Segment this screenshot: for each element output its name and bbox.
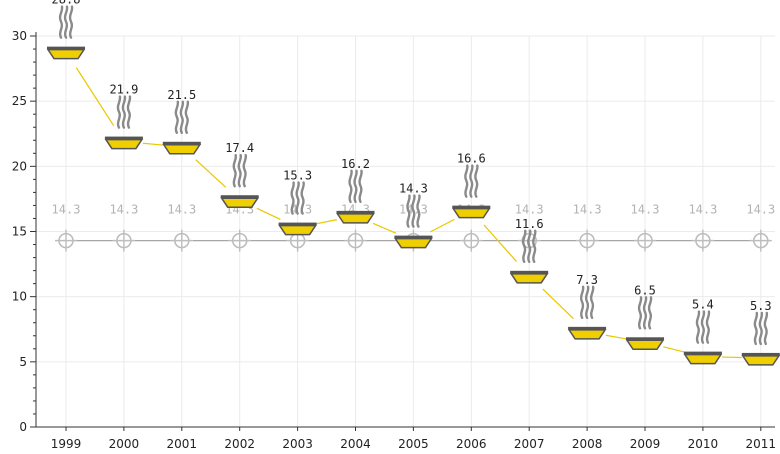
average-data-label: 14.3 — [631, 203, 660, 217]
main-line-segment — [316, 219, 337, 225]
steaming-bowl-icon — [451, 164, 492, 219]
x-axis-ticks: 1999 2000 2001 2002 2003 2004 2005 2006 2007 2008… — [51, 427, 776, 451]
average-data-label: 14.3 — [167, 203, 196, 217]
main-line-segment — [542, 288, 574, 320]
y-tick-label: 20 — [12, 159, 27, 173]
y-tick-label: 30 — [12, 29, 27, 43]
y-tick-label: 15 — [12, 225, 27, 239]
data-label: 14.3 — [399, 182, 428, 196]
data-label: 16.6 — [457, 152, 486, 166]
main-line-segment — [605, 334, 627, 340]
data-label: 6.5 — [634, 283, 656, 297]
average-data-label: 14.3 — [688, 203, 717, 217]
x-tick-label: 2000 — [109, 437, 140, 451]
data-label: 17.4 — [225, 141, 254, 155]
x-tick-label: 2003 — [282, 437, 313, 451]
x-tick-label: 2001 — [167, 437, 198, 451]
main-line-segment — [142, 142, 163, 146]
data-label: 7.3 — [576, 273, 598, 287]
main-line-segment — [429, 218, 455, 233]
steaming-bowl-icon — [219, 154, 260, 209]
y-axis-ticks: 0 5 10 15 20 25 30 — [12, 29, 36, 434]
steaming-bowl-icon — [509, 229, 550, 285]
x-tick-label: 2011 — [746, 437, 777, 451]
main-line-segment — [195, 159, 227, 188]
data-label: 16.2 — [341, 157, 370, 171]
data-label: 5.4 — [692, 298, 714, 312]
x-tick-label: 2008 — [572, 437, 603, 451]
average-data-label: 14.3 — [515, 203, 544, 217]
x-tick-label: 2005 — [398, 437, 429, 451]
x-tick-label: 2002 — [224, 437, 255, 451]
crosshair-circle-icon — [748, 228, 773, 253]
crosshair-circle-icon — [633, 228, 657, 253]
steaming-bowl-icon — [45, 5, 87, 60]
crosshair-circle-icon — [54, 228, 78, 253]
y-tick-label: 0 — [19, 420, 27, 434]
average-data-label: 14.3 — [109, 203, 138, 217]
crosshair-circle-icon — [343, 228, 368, 253]
average-data-label: 14.3 — [746, 203, 775, 217]
x-tick-label: 2010 — [688, 437, 719, 451]
data-label: 11.6 — [515, 217, 544, 231]
data-label: 5.3 — [750, 299, 772, 313]
main-series: 28.8 21.9 21.5 17.4 15.3 16.2 14.3 16.6 11.6 7.3 6… — [45, 0, 780, 367]
crosshair-circle-icon — [691, 228, 715, 253]
main-line-segment — [372, 222, 397, 234]
steaming-bowl-icon — [335, 169, 376, 225]
steaming-bowl-icon — [566, 285, 608, 341]
data-label: 15.3 — [283, 169, 312, 183]
data-label: 28.8 — [52, 0, 81, 7]
x-tick-label: 1999 — [51, 437, 82, 451]
crosshair-circle-icon — [575, 228, 599, 253]
x-tick-label: 2007 — [514, 437, 545, 451]
steaming-bowl-icon — [624, 296, 666, 351]
steaming-bowl-icon — [161, 100, 203, 155]
x-tick-label: 2004 — [340, 437, 371, 451]
crosshair-circle-icon — [227, 228, 252, 253]
average-data-label: 14.3 — [573, 203, 602, 217]
steaming-bowl-icon — [740, 311, 780, 367]
main-line-segment — [256, 207, 281, 221]
crosshair-circle-icon — [112, 228, 136, 253]
y-tick-label: 25 — [12, 94, 27, 108]
main-line-segment — [663, 346, 685, 353]
average-data-label: 14.3 — [52, 203, 81, 217]
steaming-bowl-icon — [103, 95, 145, 150]
crosshair-circle-icon — [170, 228, 194, 253]
axes — [35, 32, 775, 428]
main-line-segment — [483, 224, 518, 263]
y-tick-label: 10 — [12, 290, 27, 304]
x-tick-label: 2009 — [630, 437, 661, 451]
steaming-bowl-icon — [682, 310, 724, 365]
crosshair-circle-icon — [459, 228, 484, 253]
data-label: 21.5 — [167, 88, 196, 102]
y-tick-label: 5 — [19, 355, 27, 369]
x-tick-label: 2006 — [456, 437, 487, 451]
data-label: 21.9 — [109, 83, 138, 97]
grid — [36, 35, 775, 427]
main-line-segment — [75, 67, 115, 126]
